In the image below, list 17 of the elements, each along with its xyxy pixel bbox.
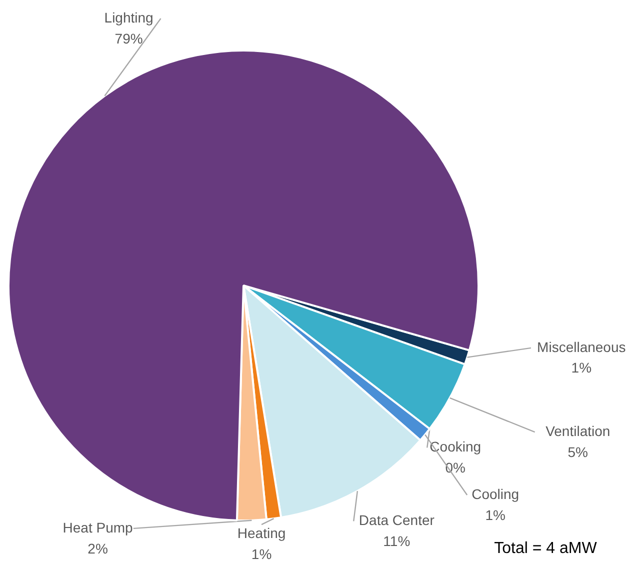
data-label: 11% bbox=[383, 533, 410, 550]
data-label: 79% bbox=[114, 30, 143, 46]
slice-label: Cooling bbox=[472, 486, 520, 502]
slice-label: Data Center bbox=[358, 512, 435, 528]
slice-label: Ventilation bbox=[546, 423, 610, 440]
data-label: 2% bbox=[88, 540, 108, 556]
slice-label: Miscellaneous bbox=[537, 338, 626, 355]
data-label: 1% bbox=[571, 360, 592, 376]
data-label: 1% bbox=[485, 506, 506, 523]
slice-label: Heat Pump bbox=[62, 519, 134, 536]
text: 0% bbox=[445, 459, 466, 476]
legend-label: Cooking bbox=[430, 438, 482, 455]
text: Total = 4 aMW bbox=[494, 540, 598, 557]
slice-label: Lighting bbox=[104, 9, 154, 26]
data-label: 5% bbox=[568, 444, 588, 460]
slice-label: Heating bbox=[237, 524, 286, 541]
data-label: 1% bbox=[251, 546, 272, 562]
